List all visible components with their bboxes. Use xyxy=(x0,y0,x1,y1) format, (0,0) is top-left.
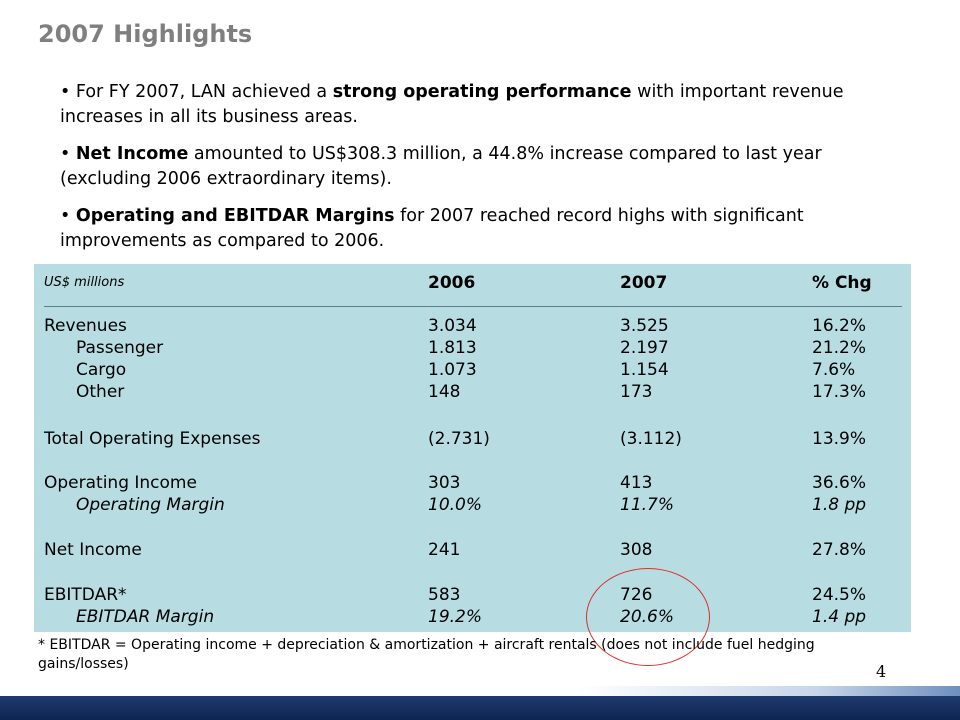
bullet-bold-text: Operating and EBITDAR Margins xyxy=(75,206,395,226)
value-2007: 3.525 xyxy=(620,316,669,336)
row-label: Net Income xyxy=(44,540,142,560)
bullet-text: with important revenue increases in all … xyxy=(60,82,844,127)
value-chg: 27.8% xyxy=(812,540,867,560)
value-chg: 24.5% xyxy=(812,585,867,605)
row-label: Total Operating Expenses xyxy=(44,429,261,449)
table-row: Cargo 1.073 1.154 7.6% xyxy=(44,359,904,381)
value-chg: 21.2% xyxy=(812,338,867,358)
value-2006: 1.073 xyxy=(428,360,477,380)
value-2007: 173 xyxy=(620,382,653,402)
footer-bar xyxy=(0,696,960,720)
table-row: EBITDAR* 583 726 24.5% xyxy=(44,584,904,606)
header-2007: 2007 xyxy=(620,273,668,293)
bullet-list: • For FY 2007, LAN achieved a strong ope… xyxy=(60,80,905,266)
table-row: Revenues 3.034 3.525 16.2% xyxy=(44,315,904,337)
value-2006: 19.2% xyxy=(428,607,483,627)
value-2006: 241 xyxy=(428,540,461,560)
row-label: Passenger xyxy=(76,338,164,358)
value-2006: (2.731) xyxy=(428,429,490,449)
value-2007: 1.154 xyxy=(620,360,669,380)
financial-table: US$ millions 2006 2007 % Chg Revenues 3.… xyxy=(34,264,911,632)
table-row: Other 148 173 17.3% xyxy=(44,381,904,403)
value-chg: 1.8 pp xyxy=(812,495,867,515)
row-label: EBITDAR Margin xyxy=(76,607,215,627)
header-chg: % Chg xyxy=(812,273,872,293)
value-2007: 308 xyxy=(620,540,653,560)
highlight-circle xyxy=(586,568,710,666)
table-row: Operating Margin 10.0% 11.7% 1.8 pp xyxy=(44,494,904,516)
table-header-row: US$ millions 2006 2007 % Chg xyxy=(44,272,904,294)
page-number: 4 xyxy=(876,662,887,681)
value-chg: 1.4 pp xyxy=(812,607,867,627)
table-row: Operating Income 303 413 36.6% xyxy=(44,472,904,494)
row-label: Operating Margin xyxy=(76,495,225,515)
value-chg: 13.9% xyxy=(812,429,867,449)
bullet-text: For FY 2007, LAN achieved a xyxy=(75,82,333,102)
bullet-bold-text: strong operating performance xyxy=(332,82,632,102)
value-chg: 36.6% xyxy=(812,473,867,493)
value-2007: 413 xyxy=(620,473,653,493)
value-2007: 11.7% xyxy=(620,495,675,515)
table-row: Passenger 1.813 2.197 21.2% xyxy=(44,337,904,359)
value-2006: 3.034 xyxy=(428,316,477,336)
footnote: * EBITDAR = Operating income + depreciat… xyxy=(38,637,815,672)
value-chg: 16.2% xyxy=(812,316,867,336)
table-row: Total Operating Expenses (2.731) (3.112)… xyxy=(44,428,904,450)
row-label: EBITDAR* xyxy=(44,585,127,605)
bullet-bold-text: Net Income xyxy=(75,144,189,164)
row-label: Operating Income xyxy=(44,473,197,493)
row-label: Other xyxy=(76,382,125,402)
bullet-text: amounted to US$308.3 million, a 44.8% in… xyxy=(60,144,822,189)
value-2007: 2.197 xyxy=(620,338,669,358)
value-2006: 148 xyxy=(428,382,461,402)
bullet-item: • Operating and EBITDAR Margins for 2007… xyxy=(60,206,804,251)
header-divider xyxy=(44,306,902,307)
header-2006: 2006 xyxy=(428,273,476,293)
bullet-text: for 2007 reached record highs with signi… xyxy=(60,206,804,251)
row-label: Cargo xyxy=(76,360,127,380)
table-row: Net Income 241 308 27.8% xyxy=(44,539,904,561)
slide-title: 2007 Highlights xyxy=(38,20,253,48)
value-2006: 10.0% xyxy=(428,495,483,515)
value-chg: 17.3% xyxy=(812,382,867,402)
row-label: Revenues xyxy=(44,316,127,336)
bullet-item: • Net Income amounted to US$308.3 millio… xyxy=(60,144,822,189)
value-2006: 1.813 xyxy=(428,338,477,358)
units-label: US$ millions xyxy=(44,275,125,290)
value-2006: 303 xyxy=(428,473,461,493)
table-row: EBITDAR Margin 19.2% 20.6% 1.4 pp xyxy=(44,606,904,628)
value-2007: (3.112) xyxy=(620,429,682,449)
value-2006: 583 xyxy=(428,585,461,605)
bullet-item: • For FY 2007, LAN achieved a strong ope… xyxy=(60,82,844,127)
value-chg: 7.6% xyxy=(812,360,856,380)
